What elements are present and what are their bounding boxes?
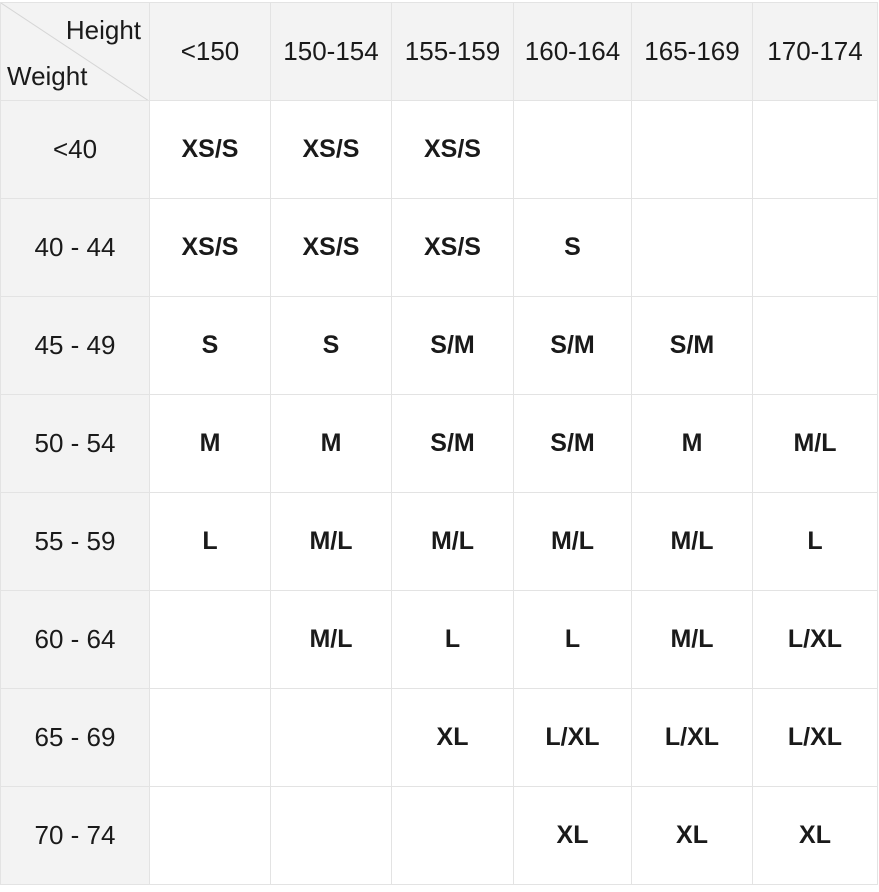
size-cell xyxy=(270,688,392,787)
size-cell: M/L xyxy=(631,492,753,591)
size-cell: M/L xyxy=(270,492,392,591)
row-header-weight: <40 xyxy=(0,100,150,199)
table-row: 40 - 44 XS/S XS/S XS/S S xyxy=(0,198,878,297)
size-cell: L xyxy=(391,590,514,689)
size-cell: XS/S xyxy=(149,198,271,297)
corner-header-cell: Height Weight xyxy=(0,2,150,101)
size-cell: M xyxy=(631,394,753,493)
size-cell: XS/S xyxy=(149,100,271,199)
size-cell: S/M xyxy=(391,394,514,493)
size-cell: XL xyxy=(513,786,632,885)
size-cell xyxy=(149,590,271,689)
size-cell xyxy=(752,198,878,297)
table-row: <40 XS/S XS/S XS/S xyxy=(0,100,878,199)
column-header-height: 165-169 xyxy=(631,2,753,101)
row-header-weight: 50 - 54 xyxy=(0,394,150,493)
header-row: Height Weight <150 150-154 155-159 160-164 1… xyxy=(0,2,878,101)
table-row: 65 - 69 XL L/XL L/XL L/XL xyxy=(0,688,878,787)
size-cell: L xyxy=(513,590,632,689)
size-cell xyxy=(149,688,271,787)
column-header-height: 155-159 xyxy=(391,2,514,101)
size-cell: XL xyxy=(752,786,878,885)
size-cell: XS/S xyxy=(391,198,514,297)
size-cell: M/L xyxy=(270,590,392,689)
size-cell: S/M xyxy=(391,296,514,395)
column-header-height: <150 xyxy=(149,2,271,101)
size-cell: L/XL xyxy=(631,688,753,787)
table-row: 60 - 64 M/L L L M/L L/XL xyxy=(0,590,878,689)
table-row: 45 - 49 S S S/M S/M S/M xyxy=(0,296,878,395)
weight-label: Weight xyxy=(7,61,88,91)
size-cell xyxy=(149,786,271,885)
diagonal-divider xyxy=(1,3,148,100)
size-cell: XS/S xyxy=(391,100,514,199)
size-cell: L/XL xyxy=(752,590,878,689)
size-cell: S xyxy=(513,198,632,297)
size-cell: L/XL xyxy=(513,688,632,787)
size-cell: M/L xyxy=(631,590,753,689)
size-cell xyxy=(631,100,753,199)
row-header-weight: 55 - 59 xyxy=(0,492,150,591)
size-cell: XL xyxy=(391,688,514,787)
size-cell: L xyxy=(149,492,271,591)
row-header-weight: 65 - 69 xyxy=(0,688,150,787)
size-cell: L/XL xyxy=(752,688,878,787)
column-header-height: 170-174 xyxy=(752,2,878,101)
size-cell: L xyxy=(752,492,878,591)
column-header-height: 160-164 xyxy=(513,2,632,101)
size-cell: M/L xyxy=(391,492,514,591)
size-cell: XS/S xyxy=(270,100,392,199)
size-cell: S xyxy=(270,296,392,395)
size-cell: S xyxy=(149,296,271,395)
size-cell: S/M xyxy=(513,296,632,395)
size-cell xyxy=(752,100,878,199)
size-cell xyxy=(391,786,514,885)
size-cell: XL xyxy=(631,786,753,885)
size-cell: S/M xyxy=(631,296,753,395)
size-cell xyxy=(631,198,753,297)
table-row: 70 - 74 XL XL XL xyxy=(0,786,878,885)
size-cell xyxy=(513,100,632,199)
size-cell: M/L xyxy=(752,394,878,493)
size-cell: S/M xyxy=(513,394,632,493)
size-cell: M/L xyxy=(513,492,632,591)
table-row: 50 - 54 M M S/M S/M M M/L xyxy=(0,394,878,493)
row-header-weight: 45 - 49 xyxy=(0,296,150,395)
height-label: Height xyxy=(65,15,141,45)
table-row: 55 - 59 L M/L M/L M/L M/L L xyxy=(0,492,878,591)
size-cell: M xyxy=(270,394,392,493)
size-cell: M xyxy=(149,394,271,493)
size-cell xyxy=(752,296,878,395)
size-cell xyxy=(270,786,392,885)
row-header-weight: 60 - 64 xyxy=(0,590,150,689)
size-cell: XS/S xyxy=(270,198,392,297)
row-header-weight: 40 - 44 xyxy=(0,198,150,297)
column-header-height: 150-154 xyxy=(270,2,392,101)
row-header-weight: 70 - 74 xyxy=(0,786,150,885)
